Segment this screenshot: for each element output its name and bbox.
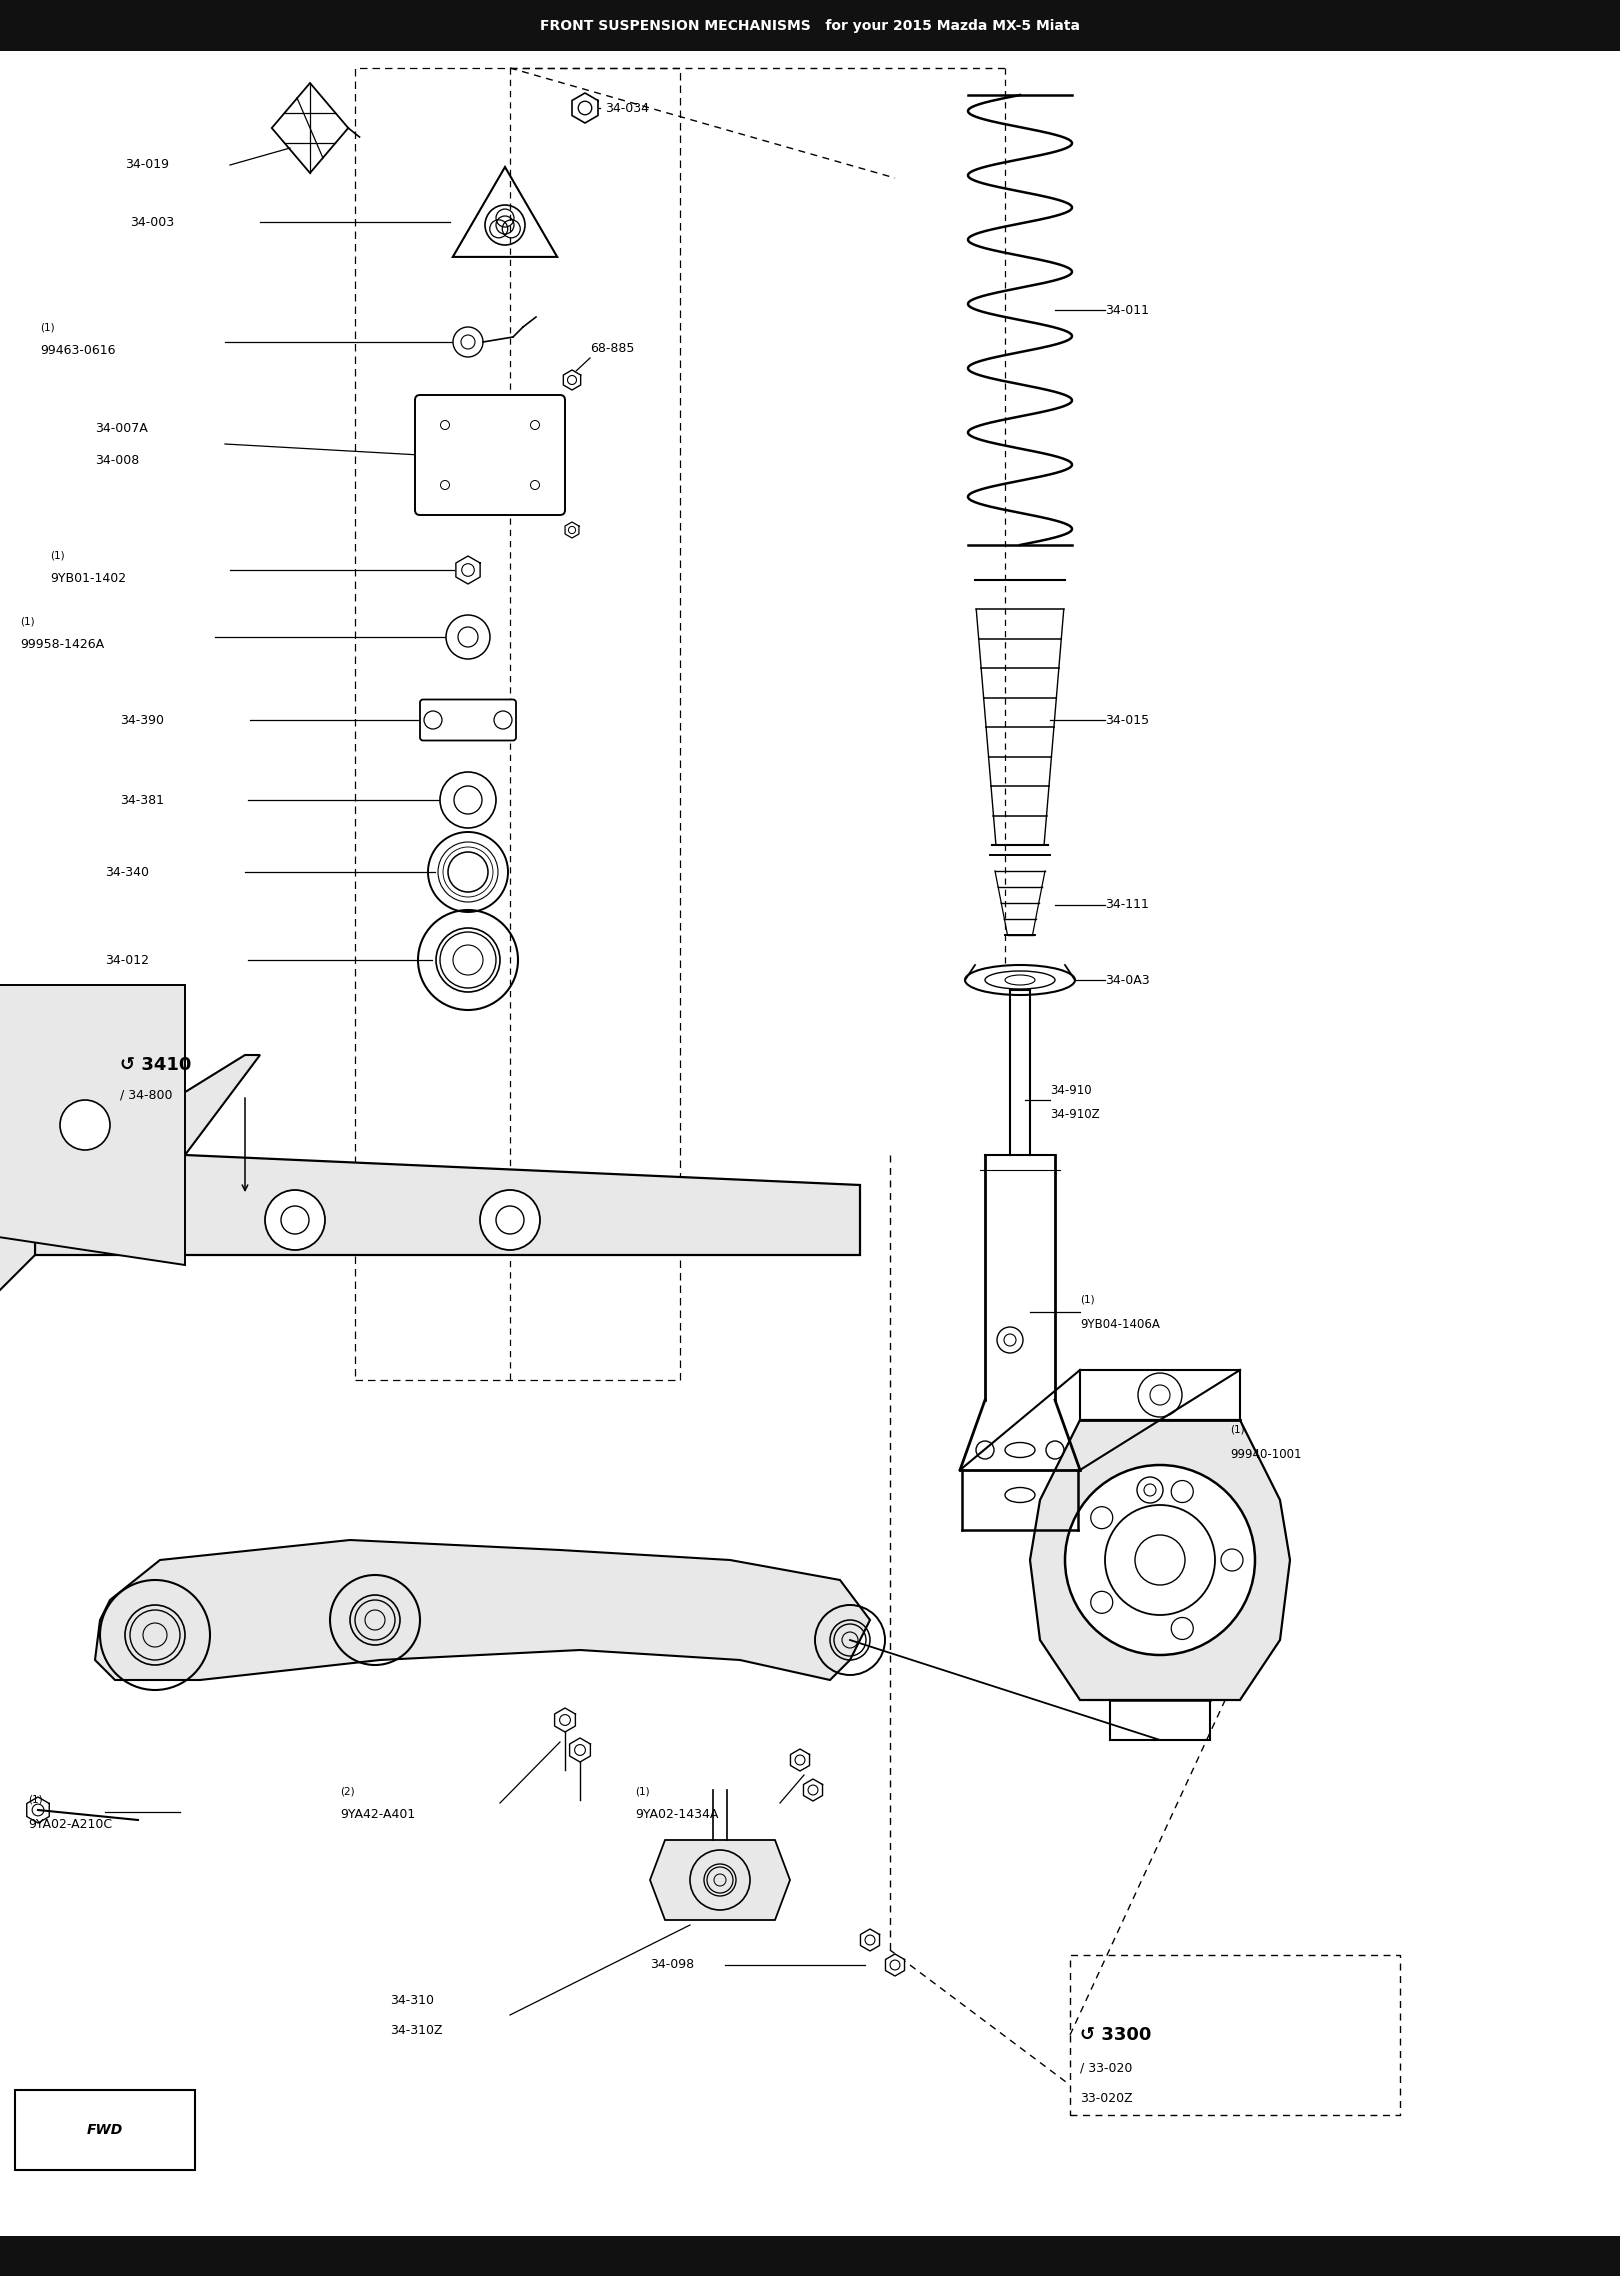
Circle shape	[266, 1190, 326, 1250]
Text: 34-011: 34-011	[1105, 303, 1149, 316]
Circle shape	[60, 1099, 110, 1149]
FancyBboxPatch shape	[415, 396, 565, 514]
Circle shape	[436, 414, 455, 435]
Circle shape	[1137, 1477, 1163, 1502]
Polygon shape	[572, 93, 598, 123]
Polygon shape	[554, 1707, 575, 1732]
Text: (1): (1)	[635, 1787, 650, 1798]
Text: 9YA42-A401: 9YA42-A401	[340, 1809, 415, 1821]
Text: (1): (1)	[1230, 1425, 1244, 1434]
Polygon shape	[0, 1186, 36, 1304]
Text: (1): (1)	[1081, 1295, 1095, 1304]
Polygon shape	[28, 1798, 49, 1823]
FancyBboxPatch shape	[420, 699, 517, 740]
Text: 34-008: 34-008	[96, 453, 139, 467]
Circle shape	[480, 1190, 539, 1250]
Text: 34-390: 34-390	[120, 712, 164, 726]
Text: 34-340: 34-340	[105, 865, 149, 879]
Text: 34-381: 34-381	[120, 794, 164, 806]
Polygon shape	[36, 1056, 259, 1186]
Circle shape	[446, 615, 489, 660]
Polygon shape	[804, 1780, 823, 1800]
Text: (1): (1)	[19, 617, 34, 626]
Text: 9YB01-1402: 9YB01-1402	[50, 571, 126, 585]
Text: 33-020Z: 33-020Z	[1081, 2092, 1132, 2105]
Circle shape	[525, 414, 544, 435]
Text: 34-003: 34-003	[130, 216, 173, 228]
Polygon shape	[1030, 1420, 1290, 1700]
Text: 34-310Z: 34-310Z	[390, 2023, 442, 2037]
Text: ↺ 3300: ↺ 3300	[1081, 2026, 1152, 2044]
Text: 34-111: 34-111	[1105, 899, 1149, 910]
Text: (1): (1)	[40, 323, 55, 332]
Circle shape	[436, 476, 455, 494]
Polygon shape	[36, 1154, 860, 1254]
Text: 9YA02-1434A: 9YA02-1434A	[635, 1809, 718, 1821]
Text: FWD: FWD	[87, 2124, 123, 2137]
Text: 34-007A: 34-007A	[96, 421, 147, 435]
Polygon shape	[96, 1541, 870, 1680]
Polygon shape	[455, 555, 480, 585]
Text: 68-885: 68-885	[590, 341, 635, 355]
Text: 9YA02-A210C: 9YA02-A210C	[28, 1819, 112, 1832]
Circle shape	[424, 710, 442, 728]
Text: 34-910: 34-910	[1050, 1083, 1092, 1097]
Ellipse shape	[966, 965, 1076, 995]
Text: 34-910Z: 34-910Z	[1050, 1108, 1100, 1122]
Text: / 33-020: / 33-020	[1081, 2062, 1132, 2073]
Polygon shape	[886, 1955, 904, 1976]
Text: 34-0A3: 34-0A3	[1105, 974, 1150, 986]
Text: (1): (1)	[28, 1796, 42, 1805]
Polygon shape	[0, 2235, 1620, 2276]
Text: 34-015: 34-015	[1105, 712, 1149, 726]
Polygon shape	[860, 1930, 880, 1951]
Circle shape	[441, 772, 496, 828]
Text: 34-034: 34-034	[604, 102, 650, 114]
Text: / 34-800: / 34-800	[120, 1088, 172, 1102]
Text: 9YB04-1406A: 9YB04-1406A	[1081, 1318, 1160, 1331]
Text: FRONT SUSPENSION MECHANISMS   for your 2015 Mazda MX-5 Miata: FRONT SUSPENSION MECHANISMS for your 201…	[539, 18, 1081, 32]
Circle shape	[525, 476, 544, 494]
Polygon shape	[564, 371, 580, 389]
Polygon shape	[791, 1748, 810, 1771]
Text: 34-012: 34-012	[105, 954, 149, 967]
Polygon shape	[0, 986, 185, 1265]
Polygon shape	[565, 521, 578, 537]
Polygon shape	[0, 0, 1620, 50]
Text: 34-310: 34-310	[390, 1994, 434, 2007]
Text: 99463-0616: 99463-0616	[40, 344, 115, 357]
Text: (1): (1)	[50, 551, 65, 560]
Circle shape	[1105, 1504, 1215, 1616]
Circle shape	[996, 1327, 1022, 1352]
Polygon shape	[570, 1739, 590, 1762]
Circle shape	[494, 710, 512, 728]
Text: (2): (2)	[340, 1787, 355, 1798]
Circle shape	[1137, 1372, 1183, 1418]
Text: 99958-1426A: 99958-1426A	[19, 640, 104, 651]
Circle shape	[1064, 1466, 1256, 1655]
Text: ↺ 3410: ↺ 3410	[120, 1056, 191, 1074]
Text: 34-098: 34-098	[650, 1960, 693, 1971]
Circle shape	[454, 328, 483, 357]
Polygon shape	[650, 1839, 791, 1921]
Text: 99940-1001: 99940-1001	[1230, 1448, 1301, 1461]
Text: 34-019: 34-019	[125, 159, 168, 171]
